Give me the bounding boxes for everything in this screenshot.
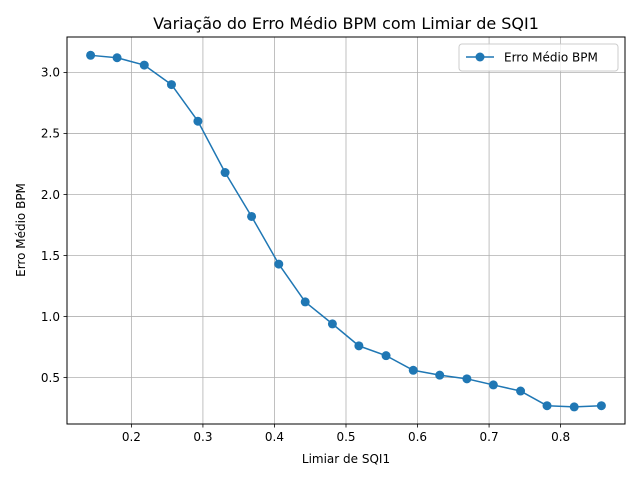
x-tick-label: 0.2 (122, 430, 141, 444)
data-point (112, 53, 122, 63)
x-tick-label: 0.8 (551, 430, 570, 444)
data-point (327, 319, 337, 329)
x-tick-label: 0.6 (408, 430, 427, 444)
y-axis: 0.5 1.0 1.5 2.0 2.5 3.0 (41, 66, 67, 385)
data-point (596, 401, 606, 411)
y-tick-label: 2.0 (41, 188, 60, 202)
data-point (274, 259, 284, 269)
series-line (90, 54, 602, 408)
y-tick-label: 2.5 (41, 127, 60, 141)
x-axis-label: Limiar de SQI1 (302, 452, 390, 466)
data-point (488, 380, 498, 390)
data-point (166, 80, 176, 90)
data-point (435, 370, 445, 380)
data-point (569, 402, 579, 412)
chart-title: Variação do Erro Médio BPM com Limiar de… (153, 14, 539, 33)
y-axis-label: Erro Médio BPM (14, 183, 28, 277)
legend: Erro Médio BPM (458, 43, 619, 72)
legend-label: Erro Médio BPM (504, 51, 598, 65)
grid (67, 37, 625, 424)
data-point (354, 341, 364, 351)
data-point (193, 116, 203, 126)
y-tick-label: 1.5 (41, 249, 60, 263)
legend-box (458, 43, 619, 72)
data-point (542, 401, 552, 411)
x-tick-label: 0.4 (265, 430, 284, 444)
data-point (247, 211, 257, 221)
data-point (381, 351, 391, 361)
x-tick-label: 0.3 (193, 430, 212, 444)
data-point (220, 168, 230, 178)
data-point (462, 374, 472, 384)
data-point (516, 386, 526, 396)
x-axis: 0.2 0.3 0.4 0.5 0.6 0.7 0.8 (122, 424, 570, 444)
series-layer (86, 50, 606, 412)
x-tick-label: 0.7 (480, 430, 499, 444)
data-point (300, 297, 310, 307)
data-point (408, 365, 418, 375)
x-tick-label: 0.5 (336, 430, 355, 444)
data-point (86, 50, 96, 60)
legend-marker (475, 52, 485, 62)
y-tick-label: 0.5 (41, 371, 60, 385)
y-tick-label: 1.0 (41, 310, 60, 324)
y-tick-label: 3.0 (41, 66, 60, 80)
data-point (139, 60, 149, 70)
